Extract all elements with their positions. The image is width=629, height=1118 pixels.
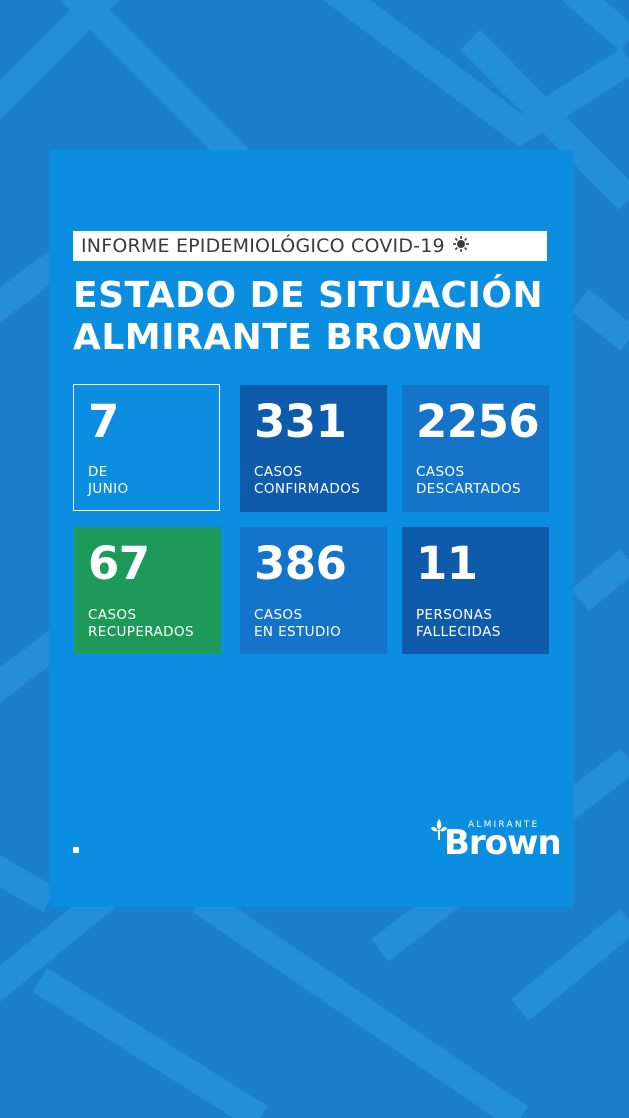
stat-value: 11	[416, 537, 478, 590]
fleur-icon	[431, 819, 447, 840]
stat-value: 2256	[416, 395, 540, 448]
logo-small-text: ALMIRANTE	[468, 820, 540, 830]
stat-value: 386	[254, 537, 347, 590]
stat-label: DE JUNIO	[88, 464, 129, 497]
stat-label: PERSONAS FALLECIDAS	[416, 607, 501, 640]
stat-value: 331	[254, 395, 347, 448]
stat-label: CASOS CONFIRMADOS	[254, 464, 361, 497]
title-line-2: ALMIRANTE BROWN	[73, 317, 484, 358]
decorative-dot	[73, 847, 79, 853]
stat-value: 67	[88, 537, 150, 590]
almirante-brown-logo: ALMIRANTE Brown	[430, 818, 562, 862]
stat-label: CASOS EN ESTUDIO	[254, 607, 342, 640]
logo-big-text: Brown	[444, 823, 562, 863]
stat-card-date: 7 DE JUNIO	[73, 384, 220, 511]
stat-card-confirmed: 331 CASOS CONFIRMADOS	[240, 385, 387, 512]
stat-card-recovered: 67 CASOS RECUPERADOS	[74, 527, 221, 654]
kicker-text: INFORME EPIDEMIOLÓGICO COVID-19	[81, 235, 445, 257]
stat-card-discarded: 2256 CASOS DESCARTADOS	[402, 385, 549, 512]
title-line-1: ESTADO DE SITUACIÓN	[73, 275, 544, 316]
stat-value: 7	[88, 395, 119, 448]
stat-label: CASOS RECUPERADOS	[88, 607, 194, 640]
stat-card-deceased: 11 PERSONAS FALLECIDAS	[402, 527, 549, 654]
page-title: ESTADO DE SITUACIÓN ALMIRANTE BROWN	[73, 275, 573, 359]
stat-card-under-study: 386 CASOS EN ESTUDIO	[240, 527, 387, 654]
stat-label: CASOS DESCARTADOS	[416, 464, 521, 497]
virus-icon	[452, 235, 469, 257]
report-kicker: INFORME EPIDEMIOLÓGICO COVID-19	[73, 231, 547, 261]
